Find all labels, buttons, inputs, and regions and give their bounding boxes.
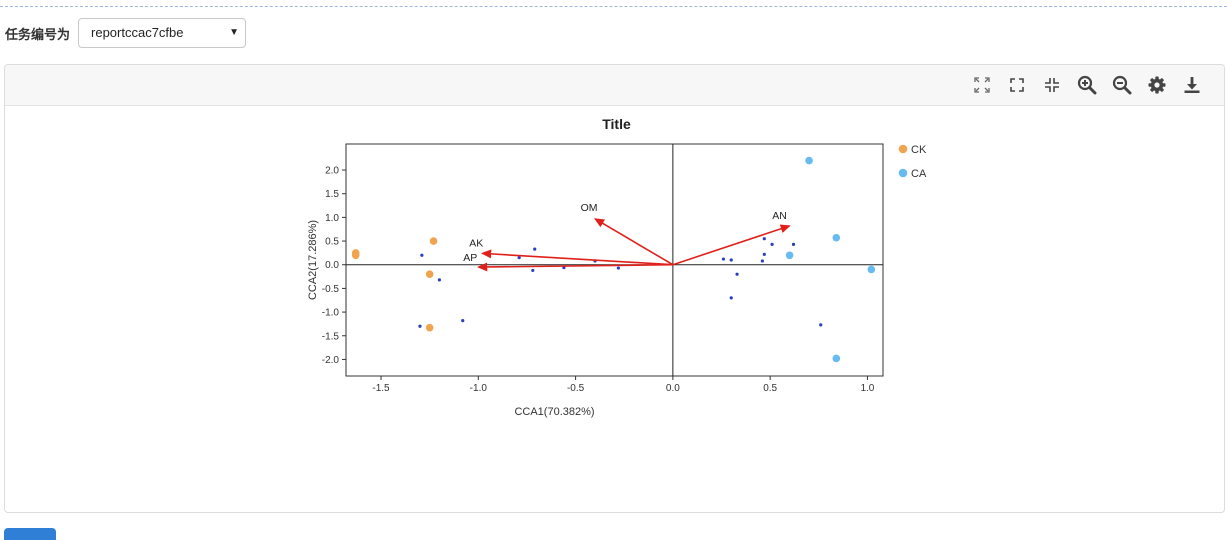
download-icon[interactable] bbox=[1182, 75, 1202, 95]
species-point bbox=[760, 259, 764, 263]
species-point bbox=[420, 253, 424, 257]
x-tick-label: -0.5 bbox=[567, 383, 585, 394]
legend-label-ck: CK bbox=[911, 144, 927, 156]
species-point bbox=[437, 278, 441, 282]
top-divider bbox=[0, 6, 1227, 7]
point-ca bbox=[832, 354, 841, 363]
species-point bbox=[762, 237, 766, 241]
chart-panel: Title -1.5 -1.0 -0.5 0.0 0.5 1.0 2.0 1.5 1.0 0.5 0.… bbox=[4, 64, 1225, 513]
y-tick-label: 0.0 bbox=[325, 260, 339, 271]
zoom-out-icon[interactable] bbox=[1112, 75, 1132, 95]
expand-icon[interactable] bbox=[972, 75, 992, 95]
arrow-ap bbox=[477, 262, 673, 272]
fullscreen-icon[interactable] bbox=[1007, 75, 1027, 95]
legend-marker-ck bbox=[898, 144, 908, 154]
arrow-label-an: AN bbox=[772, 210, 787, 222]
x-axis-label: CCA1(70.382%) bbox=[514, 406, 594, 418]
y-tick-label: -2.0 bbox=[322, 355, 340, 366]
y-tick-label: 0.5 bbox=[325, 237, 339, 248]
x-tick-label: -1.0 bbox=[470, 383, 488, 394]
species-point bbox=[735, 272, 739, 276]
y-tick-label: -1.5 bbox=[322, 331, 340, 342]
x-tick-label: 0.0 bbox=[666, 383, 680, 394]
species-point bbox=[616, 266, 620, 270]
y-tick-label: -1.0 bbox=[322, 308, 340, 319]
legend-label-ca: CA bbox=[911, 168, 927, 180]
x-tick-label: 1.0 bbox=[860, 383, 874, 394]
species-point bbox=[729, 258, 733, 262]
arrow-an bbox=[672, 224, 791, 266]
species-point bbox=[721, 257, 726, 261]
x-tick-label: -1.5 bbox=[372, 383, 390, 394]
point-ca bbox=[832, 233, 841, 242]
gear-icon[interactable] bbox=[1147, 75, 1167, 95]
submit-button[interactable] bbox=[4, 528, 56, 540]
task-select-value: reportccac7cfbe bbox=[91, 25, 184, 40]
species-point bbox=[729, 296, 733, 300]
species-point bbox=[418, 324, 422, 328]
point-ca bbox=[805, 156, 813, 165]
point-ck bbox=[429, 237, 438, 245]
point-ck bbox=[425, 323, 434, 332]
arrow-label-ap: AP bbox=[463, 252, 477, 264]
species-point bbox=[531, 268, 535, 273]
species-point bbox=[461, 319, 465, 323]
y-axis-label: CCA2(17.286%) bbox=[307, 220, 319, 300]
point-ck bbox=[425, 270, 434, 279]
species-point bbox=[762, 252, 766, 256]
chart-toolbar bbox=[957, 75, 1202, 95]
y-tick-label: -0.5 bbox=[322, 284, 340, 295]
task-select[interactable]: reportccac7cfbe ▼ bbox=[78, 18, 247, 48]
arrow-label-ak: AK bbox=[469, 237, 483, 249]
species-point bbox=[517, 256, 521, 260]
y-tick-label: 1.0 bbox=[325, 213, 339, 224]
cca-chart: Title -1.5 -1.0 -0.5 0.0 0.5 1.0 2.0 1.5 1.0 0.5 0.… bbox=[307, 116, 927, 418]
plot-frame bbox=[345, 143, 884, 377]
exit-fullscreen-icon[interactable] bbox=[1042, 75, 1062, 95]
caret-down-icon: ▼ bbox=[229, 27, 240, 38]
point-ca bbox=[785, 251, 794, 260]
arrow-om bbox=[594, 218, 674, 266]
panel-header bbox=[5, 65, 1224, 106]
zoom-in-icon[interactable] bbox=[1077, 75, 1097, 95]
chart-title: Title bbox=[602, 116, 631, 132]
y-tick-label: 2.0 bbox=[325, 166, 339, 177]
species-point bbox=[819, 323, 823, 327]
y-tick-label: 1.5 bbox=[325, 189, 339, 200]
x-tick-label: 0.5 bbox=[763, 383, 777, 394]
legend-marker-ca bbox=[898, 168, 908, 178]
task-selector-row: 任务编号为 reportccac7cfbe ▼ bbox=[5, 17, 247, 49]
species-point bbox=[791, 242, 796, 246]
species-point bbox=[533, 247, 537, 251]
point-ck bbox=[351, 251, 360, 260]
point-ca bbox=[867, 265, 876, 274]
task-label: 任务编号为 bbox=[5, 26, 71, 42]
species-point bbox=[770, 242, 774, 246]
arrow-ak bbox=[481, 249, 673, 266]
arrow-label-om: OM bbox=[581, 202, 598, 214]
